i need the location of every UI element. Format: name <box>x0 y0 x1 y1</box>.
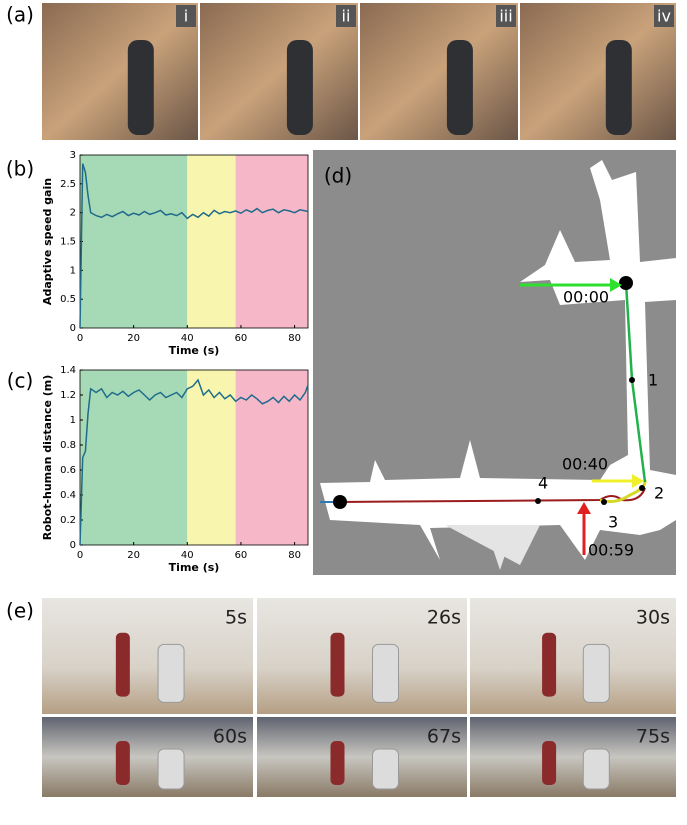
panel-label: (d) <box>324 164 352 188</box>
photo <box>42 3 198 140</box>
panel-label: (e) <box>6 599 34 623</box>
x-tick-label: 60 <box>235 550 248 561</box>
photo <box>42 598 253 714</box>
person <box>331 741 345 785</box>
map-label: 00:00 <box>563 288 609 307</box>
x-tick-label: 40 <box>181 333 194 344</box>
line-chart: 0 0.2 0.4 0.6 0.8 1 1.2 1.4 0 20 40 60 80 Time (s) Rob… <box>41 365 308 574</box>
x-axis-title: Time (s) <box>169 561 220 574</box>
person <box>542 741 556 785</box>
panel-label: (a) <box>6 3 34 27</box>
photo-label: 30s <box>636 607 670 629</box>
robot <box>158 644 184 702</box>
y-tick-label: 1 <box>70 265 76 276</box>
photo <box>200 3 358 140</box>
photo-label: i <box>184 7 188 26</box>
photo-label: 75s <box>636 726 670 748</box>
phase-band <box>187 155 235 328</box>
person <box>542 633 556 697</box>
x-tick-label: 80 <box>288 550 301 561</box>
y-tick-label: 1.2 <box>60 390 76 401</box>
y-tick-label: 2 <box>70 208 76 219</box>
phase-band <box>80 155 187 328</box>
photo-label: 67s <box>427 726 461 748</box>
robot <box>583 644 609 702</box>
map-label: 3 <box>608 513 618 532</box>
photo-label: 26s <box>427 607 461 629</box>
phase-band <box>80 370 187 545</box>
person <box>116 633 130 697</box>
person <box>606 40 632 135</box>
charts: 0 0.5 1 1.5 2 2.5 3 0 20 40 60 80 Time (s) Adaptive s… <box>41 150 308 574</box>
x-tick-label: 0 <box>77 550 83 561</box>
person <box>128 40 154 135</box>
waypoint <box>639 485 645 491</box>
map-label: 00:59 <box>588 541 634 560</box>
robot <box>373 644 399 702</box>
y-tick-label: 0 <box>70 540 76 551</box>
x-tick-label: 20 <box>127 333 140 344</box>
photo-label: iv <box>657 7 671 26</box>
x-tick-label: 60 <box>235 333 248 344</box>
panel-label: (c) <box>7 369 34 393</box>
phase-band <box>236 370 308 545</box>
y-tick-label: 0.8 <box>60 440 76 451</box>
y-axis-title: Robot-human distance (m) <box>41 375 54 541</box>
map-label: 2 <box>654 484 664 503</box>
person <box>287 40 313 135</box>
y-axis-title: Adaptive speed gain <box>41 178 54 305</box>
end-marker <box>333 495 347 509</box>
person <box>116 741 130 785</box>
x-tick-label: 80 <box>288 333 301 344</box>
photo <box>520 3 676 140</box>
y-tick-label: 0.2 <box>60 515 76 526</box>
x-tick-label: 40 <box>181 550 194 561</box>
y-tick-label: 1 <box>70 415 76 426</box>
y-tick-label: 1.4 <box>60 365 76 376</box>
robot <box>583 749 609 789</box>
waypoint <box>535 498 541 504</box>
photo-label: ii <box>342 7 351 26</box>
map: 00:00 1 00:40 2 3 4 00:59 <box>313 150 676 575</box>
robot <box>158 749 184 789</box>
waypoint <box>629 377 635 383</box>
x-axis-title: Time (s) <box>169 344 220 357</box>
y-tick-label: 0.5 <box>60 294 76 305</box>
map-label: 4 <box>538 474 548 493</box>
person <box>331 633 345 697</box>
photo-label: iii <box>499 7 512 26</box>
person <box>447 40 473 135</box>
y-tick-label: 0 <box>70 323 76 334</box>
page: iiiiiiiv5s26s30s60s67s75s 00.511.522.530… <box>0 0 687 825</box>
y-tick-label: 2.5 <box>60 179 76 190</box>
robot <box>373 749 399 789</box>
x-tick-label: 20 <box>127 550 140 561</box>
photo-label: 5s <box>225 607 247 629</box>
map-label: 00:40 <box>562 455 608 474</box>
start-marker <box>619 276 633 290</box>
photo-label: 60s <box>213 726 247 748</box>
x-tick-label: 0 <box>77 333 83 344</box>
y-tick-label: 1.5 <box>60 237 76 248</box>
y-tick-label: 0.4 <box>60 490 76 501</box>
y-tick-label: 0.6 <box>60 465 76 476</box>
y-tick-label: 3 <box>70 150 76 161</box>
map-label: 1 <box>648 371 658 390</box>
figure: iiiiiiiv5s26s30s60s67s75s 00.511.522.530… <box>0 0 687 825</box>
phase-band <box>236 155 308 328</box>
panel-label: (b) <box>6 157 34 181</box>
line-chart: 0 0.5 1 1.5 2 2.5 3 0 20 40 60 80 Time (s) Adaptive s… <box>41 150 308 357</box>
waypoint <box>601 499 607 505</box>
photo <box>360 3 518 140</box>
